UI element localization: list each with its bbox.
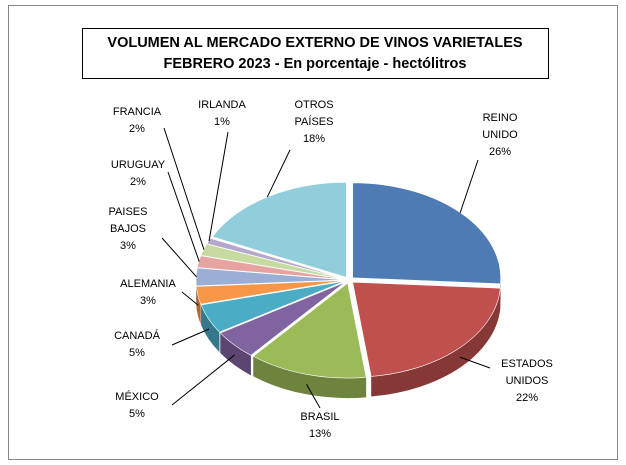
value-label: 13% [309,428,331,440]
value-label: 2% [129,123,145,135]
value-label: 26% [489,146,511,158]
value-label: 3% [120,240,136,252]
category-label-part: BRASIL [300,411,339,423]
data-label: IRLANDA [198,99,246,111]
data-label: URUGUAY [111,159,166,171]
data-label: CANADÁ [114,329,161,342]
category-label-part: MÉXICO [115,390,159,403]
category-label-part: BAJOS [110,223,146,235]
chart-subtitle: FEBRERO 2023 - En porcentaje - hectólitr… [164,56,467,72]
category-label-part: PAISES [109,206,148,218]
category-label-part: OTROS [294,99,333,111]
value-label: 5% [129,408,145,420]
data-label: MÉXICO [115,390,159,403]
category-label-part: ESTADOS [501,358,553,370]
value-label: 2% [130,176,146,188]
value-label: 5% [129,347,145,359]
data-label: ALEMANIA [120,278,176,290]
chart-title: VOLUMEN AL MERCADO EXTERNO DE VINOS VARI… [107,35,522,51]
data-label: BRASIL [300,411,339,423]
category-label-part: URUGUAY [111,159,166,171]
value-label: 18% [303,133,325,145]
category-label-part: UNIDOS [506,375,549,387]
category-label-part: IRLANDA [198,99,246,111]
category-label-part: FRANCIA [113,106,162,118]
value-label: 3% [140,295,156,307]
category-label-part: ALEMANIA [120,278,176,290]
value-label: 22% [516,392,538,404]
category-label-part: REINO [483,112,518,124]
category-label-part: PAÍSES [295,115,334,128]
value-label: 1% [214,116,230,128]
data-label: FRANCIA [113,106,162,118]
category-label-part: CANADÁ [114,329,161,342]
category-label-part: UNIDO [482,129,518,141]
